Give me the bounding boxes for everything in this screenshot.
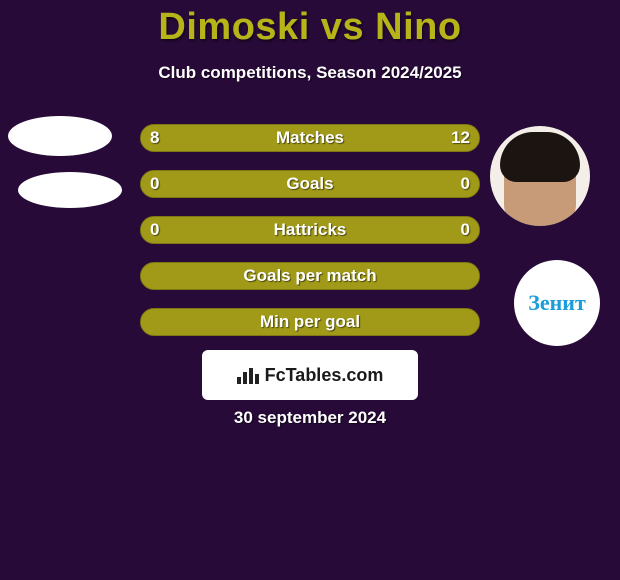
stat-bar-track	[140, 262, 480, 290]
infographic-canvas: Dimoski vs Nino Club competitions, Seaso…	[0, 0, 620, 580]
stat-row: Matches812	[0, 124, 620, 170]
comparison-title: Dimoski vs Nino	[0, 0, 620, 49]
stat-bar-track	[140, 216, 480, 244]
stat-row: Min per goal	[0, 308, 620, 354]
stat-bar-left	[141, 125, 276, 152]
stat-bar-track	[140, 124, 480, 152]
stat-value-left: 0	[150, 216, 159, 244]
stat-bar-right	[310, 263, 479, 290]
stat-bar-right	[310, 217, 479, 244]
stat-value-right: 0	[461, 170, 470, 198]
stat-bar-left	[141, 263, 310, 290]
stat-bar-right	[310, 309, 479, 336]
stat-value-left: 8	[150, 124, 159, 152]
bar-chart-icon	[237, 366, 259, 384]
stat-row: Hattricks00	[0, 216, 620, 262]
stat-bar-left	[141, 309, 310, 336]
stat-rows: Matches812Goals00Hattricks00Goals per ma…	[0, 124, 620, 354]
stat-bar-left	[141, 217, 310, 244]
stat-row: Goals00	[0, 170, 620, 216]
watermark-text: FcTables.com	[265, 365, 384, 386]
stat-bar-right	[276, 125, 479, 152]
stat-bar-track	[140, 308, 480, 336]
stat-row: Goals per match	[0, 262, 620, 308]
comparison-subtitle: Club competitions, Season 2024/2025	[0, 63, 620, 83]
stat-bar-right	[310, 171, 479, 198]
stat-value-right: 0	[461, 216, 470, 244]
stat-value-left: 0	[150, 170, 159, 198]
stat-bar-left	[141, 171, 310, 198]
stat-value-right: 12	[451, 124, 470, 152]
snapshot-date: 30 september 2024	[0, 408, 620, 428]
watermark: FcTables.com	[202, 350, 418, 400]
stat-bar-track	[140, 170, 480, 198]
